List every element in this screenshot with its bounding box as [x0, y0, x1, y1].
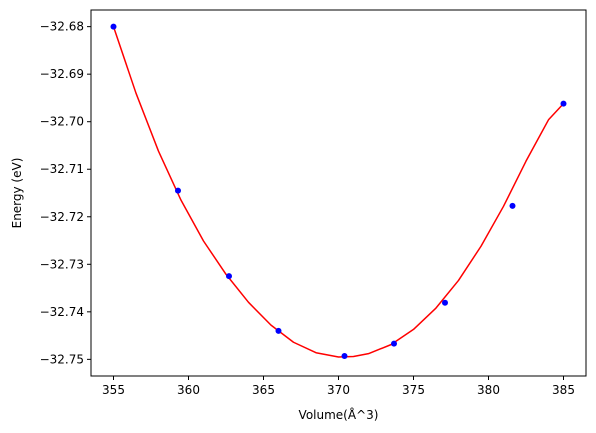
y-tick-label: −32.68 — [40, 20, 84, 34]
plot-area — [110, 23, 567, 360]
x-tick-label: 370 — [327, 383, 350, 397]
data-point — [509, 202, 516, 209]
y-tick-label: −32.72 — [40, 210, 84, 224]
y-tick-label: −32.69 — [40, 67, 84, 81]
y-axis-ticks: −32.68 −32.69 −32.70 −32.71 −32.72 −32.73 −32.… — [40, 20, 91, 366]
x-axis-ticks: 355 360 365 370 375 380 385 — [102, 376, 575, 397]
y-tick-label: −32.73 — [40, 257, 84, 271]
x-tick-label: 375 — [402, 383, 425, 397]
y-tick-label: −32.70 — [40, 115, 84, 129]
y-tick-label: −32.75 — [40, 352, 84, 366]
x-tick-label: 360 — [177, 383, 200, 397]
x-tick-label: 355 — [102, 383, 125, 397]
data-point — [275, 327, 282, 334]
x-tick-label: 380 — [477, 383, 500, 397]
x-tick-label: 365 — [252, 383, 275, 397]
data-point — [175, 187, 181, 194]
data-point — [110, 23, 117, 30]
y-tick-label: −32.71 — [40, 162, 84, 176]
data-point — [341, 353, 348, 360]
y-tick-label: −32.74 — [40, 305, 84, 319]
x-tick-label: 385 — [552, 383, 575, 397]
data-point — [442, 299, 448, 306]
data-point — [226, 273, 232, 280]
data-point — [391, 340, 397, 347]
y-axis-title: Energy (eV) — [10, 158, 24, 229]
x-axis-title: Volume(Å^3) — [299, 407, 379, 422]
data-point — [560, 100, 567, 107]
